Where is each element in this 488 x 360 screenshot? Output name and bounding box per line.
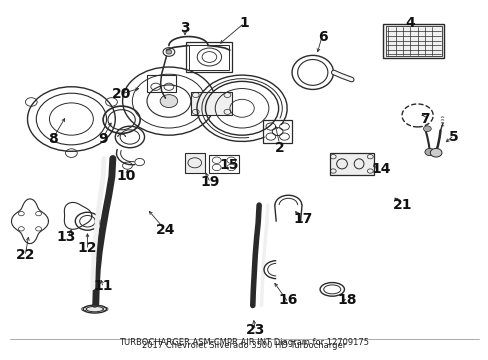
FancyArrowPatch shape [124, 88, 138, 93]
Text: 20: 20 [112, 87, 131, 101]
Circle shape [423, 126, 430, 132]
Bar [147, 75, 176, 92]
Text: 2: 2 [274, 141, 284, 155]
Text: 5: 5 [448, 130, 458, 144]
FancyArrowPatch shape [446, 137, 451, 142]
Circle shape [424, 148, 434, 156]
Circle shape [429, 148, 441, 157]
Text: 15: 15 [219, 158, 238, 172]
FancyArrowPatch shape [421, 114, 425, 117]
Ellipse shape [83, 305, 106, 313]
Text: 21: 21 [392, 198, 412, 212]
Text: 16: 16 [278, 293, 298, 307]
Text: 18: 18 [336, 293, 356, 307]
FancyArrowPatch shape [295, 212, 300, 217]
FancyArrowPatch shape [25, 238, 29, 253]
FancyArrowPatch shape [205, 173, 209, 180]
FancyArrowPatch shape [394, 198, 400, 202]
Bar [385, 26, 441, 56]
Bar [383, 24, 444, 58]
FancyArrowPatch shape [220, 25, 242, 43]
FancyArrowPatch shape [183, 31, 186, 35]
FancyArrowPatch shape [274, 126, 279, 141]
Text: 2017 Chevrolet Silverado 3500 HD Turbocharger: 2017 Chevrolet Silverado 3500 HD Turboch… [142, 341, 346, 350]
Bar [189, 45, 228, 69]
FancyArrowPatch shape [55, 119, 64, 135]
Text: 3: 3 [180, 21, 189, 35]
FancyArrowPatch shape [126, 170, 129, 174]
Text: 13: 13 [57, 230, 76, 244]
Text: 9: 9 [98, 132, 108, 146]
Bar [263, 120, 292, 143]
FancyArrowPatch shape [373, 166, 377, 168]
Text: 7: 7 [419, 112, 429, 126]
Text: 17: 17 [293, 212, 312, 226]
Text: 6: 6 [317, 30, 326, 44]
FancyArrowPatch shape [274, 283, 286, 300]
FancyArrowPatch shape [69, 230, 71, 235]
Text: 14: 14 [370, 162, 390, 176]
Text: 12: 12 [78, 241, 97, 255]
Bar [185, 42, 232, 72]
FancyArrowPatch shape [149, 212, 163, 228]
Bar [190, 92, 232, 116]
Text: 22: 22 [16, 248, 36, 262]
Text: 10: 10 [117, 170, 136, 183]
Circle shape [160, 95, 177, 108]
Text: 4: 4 [405, 16, 414, 30]
Text: 8: 8 [48, 132, 58, 146]
Bar [329, 153, 373, 175]
FancyArrowPatch shape [342, 299, 345, 302]
Bar [184, 153, 204, 173]
FancyArrowPatch shape [86, 234, 89, 247]
FancyArrowPatch shape [101, 280, 103, 285]
Text: 23: 23 [245, 323, 264, 337]
Text: 1: 1 [239, 16, 249, 30]
FancyArrowPatch shape [104, 123, 111, 135]
FancyArrowPatch shape [316, 37, 321, 51]
FancyArrowPatch shape [252, 321, 255, 328]
Bar [209, 155, 238, 173]
Circle shape [165, 50, 171, 54]
Text: 11: 11 [93, 279, 113, 293]
Text: 19: 19 [200, 175, 220, 189]
Text: TURBOCHARGER ASM-CMPR AIR INT Diagram for 12709175: TURBOCHARGER ASM-CMPR AIR INT Diagram fo… [119, 338, 369, 347]
Text: 24: 24 [156, 223, 175, 237]
